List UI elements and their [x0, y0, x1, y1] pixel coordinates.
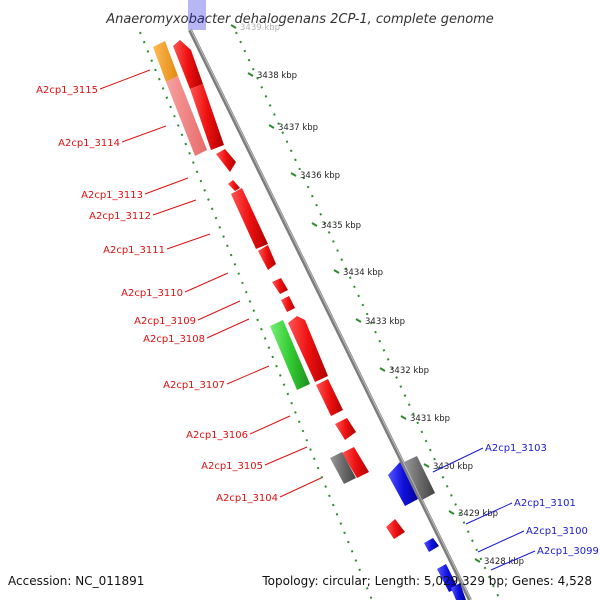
- gene-label-forward[interactable]: A2cp1_3104: [216, 493, 278, 504]
- kbp-tick-label: 3435 kbp: [321, 221, 361, 231]
- kbp-tick-label: 3428 kbp: [484, 557, 524, 567]
- gene-label-reverse[interactable]: A2cp1_3100: [526, 526, 588, 537]
- kbp-tick: [247, 72, 254, 77]
- gene-arrow[interactable]: [258, 245, 276, 270]
- gene-arrow[interactable]: [316, 379, 343, 416]
- label-leader-line: [99, 69, 151, 90]
- gene-arrow[interactable]: [288, 316, 328, 382]
- gene-arrow[interactable]: [281, 296, 295, 312]
- kbp-tick-label: 3438 kbp: [257, 71, 297, 81]
- forward-gene-labels: A2cp1_3115 A2cp1_3114 A2cp1_3113 A2cp1_3112…: [36, 69, 322, 504]
- accession-text: Accession: NC_011891: [8, 574, 144, 588]
- gene-label-forward[interactable]: A2cp1_3111: [103, 245, 165, 256]
- label-leader-line: [477, 530, 525, 553]
- label-leader-line: [144, 177, 189, 195]
- label-leader-line: [432, 447, 484, 473]
- genome-backbone-highlight: [190, 29, 472, 600]
- gene-label-forward[interactable]: A2cp1_3110: [121, 288, 183, 299]
- label-leader-line: [264, 446, 308, 466]
- gene-arrow[interactable]: [190, 84, 224, 150]
- label-leader-line: [465, 502, 513, 525]
- kbp-tick-label: 3434 kbp: [343, 268, 383, 278]
- gene-arrow[interactable]: [437, 564, 458, 592]
- gene-arrow[interactable]: [272, 278, 288, 294]
- gene-label-forward[interactable]: A2cp1_3114: [58, 138, 120, 149]
- kbp-tick-label: 3429 kbp: [458, 509, 498, 519]
- label-leader-line: [490, 550, 536, 571]
- gene-label-forward[interactable]: A2cp1_3106: [186, 430, 248, 441]
- kbp-tick: [474, 558, 481, 563]
- gene-arrow[interactable]: [270, 320, 310, 390]
- gene-arrow[interactable]: [386, 519, 405, 539]
- gene-arrow[interactable]: [153, 41, 178, 82]
- label-leader-line: [197, 300, 241, 321]
- label-leader-line: [166, 233, 211, 250]
- gene-label-forward[interactable]: A2cp1_3107: [163, 380, 225, 391]
- kbp-tick: [333, 269, 340, 274]
- faded-reverse-gene: [188, 0, 206, 30]
- label-leader-line: [279, 477, 322, 498]
- label-leader-line: [184, 272, 229, 293]
- gene-label-forward[interactable]: A2cp1_3115: [36, 85, 98, 96]
- gene-arrow[interactable]: [231, 188, 268, 249]
- gene-arrow[interactable]: [216, 149, 236, 172]
- kbp-tick: [400, 415, 407, 420]
- gene-arrow[interactable]: [424, 538, 439, 552]
- kbp-tick-label: 3437 kbp: [278, 123, 318, 133]
- gene-label-forward[interactable]: A2cp1_3109: [134, 316, 196, 327]
- gene-arrow[interactable]: [173, 40, 203, 89]
- gene-label-reverse[interactable]: A2cp1_3103: [485, 443, 547, 454]
- kbp-tick-label: 3433 kbp: [365, 317, 405, 327]
- kbp-tick: [290, 172, 297, 177]
- gene-arrow[interactable]: [404, 456, 435, 500]
- gene-arrow[interactable]: [335, 418, 356, 440]
- outer-dotted-guide: [139, 31, 373, 600]
- kbp-tick: [311, 222, 318, 227]
- kbp-tick: [355, 318, 362, 323]
- kbp-tick: [230, 24, 237, 29]
- kbp-tick: [268, 124, 275, 129]
- kbp-tick-label: 3431 kbp: [410, 414, 450, 424]
- kbp-tick-label: 3436 kbp: [300, 171, 340, 181]
- kbp-tick-label: 3439 kbp: [240, 23, 280, 33]
- gene-arrow[interactable]: [330, 452, 356, 484]
- gene-arrow[interactable]: [388, 462, 418, 506]
- gene-arrow[interactable]: [342, 447, 369, 478]
- kbp-tick-label: 3432 kbp: [389, 366, 429, 376]
- map-title: Anaeromyxobacter dehalogenans 2CP-1, com…: [105, 12, 494, 27]
- kbp-tick: [448, 510, 455, 515]
- gene-label-forward[interactable]: A2cp1_3112: [89, 211, 151, 222]
- kbp-tick-label: 3430 kbp: [433, 462, 473, 472]
- gene-label-reverse[interactable]: A2cp1_3099: [537, 546, 599, 557]
- top-faded-elements: [188, 0, 206, 30]
- label-leader-line: [226, 365, 270, 385]
- gene-label-reverse[interactable]: A2cp1_3101: [514, 498, 576, 509]
- gene-label-forward[interactable]: A2cp1_3108: [143, 334, 205, 345]
- reverse-gene-track: [388, 456, 466, 600]
- reverse-gene-labels: A2cp1_3103 A2cp1_3101 A2cp1_3100 A2cp1_3099: [432, 443, 599, 571]
- label-leader-line: [249, 415, 291, 435]
- label-leader-line: [121, 125, 167, 143]
- forward-gene-track: [153, 40, 405, 539]
- kbp-tick: [379, 367, 386, 372]
- inner-dotted-guide: [235, 31, 501, 600]
- gene-arrow[interactable]: [166, 76, 207, 156]
- gene-label-forward[interactable]: A2cp1_3113: [81, 190, 143, 201]
- kbp-tick: [423, 463, 430, 468]
- genome-backbone: [188, 29, 472, 600]
- gene-arrow[interactable]: [228, 180, 240, 191]
- gene-label-forward[interactable]: A2cp1_3105: [201, 461, 263, 472]
- gene-arrow[interactable]: [451, 583, 466, 600]
- genome-summary-text: Topology: circular; Length: 5,029,329 bp…: [261, 574, 592, 588]
- label-leader-line: [152, 199, 197, 216]
- kbp-tick-marks: 3439 kbp 3438 kbp 3437 kbp 3436 kbp 3435 kbp…: [230, 23, 524, 567]
- label-leader-line: [206, 318, 250, 339]
